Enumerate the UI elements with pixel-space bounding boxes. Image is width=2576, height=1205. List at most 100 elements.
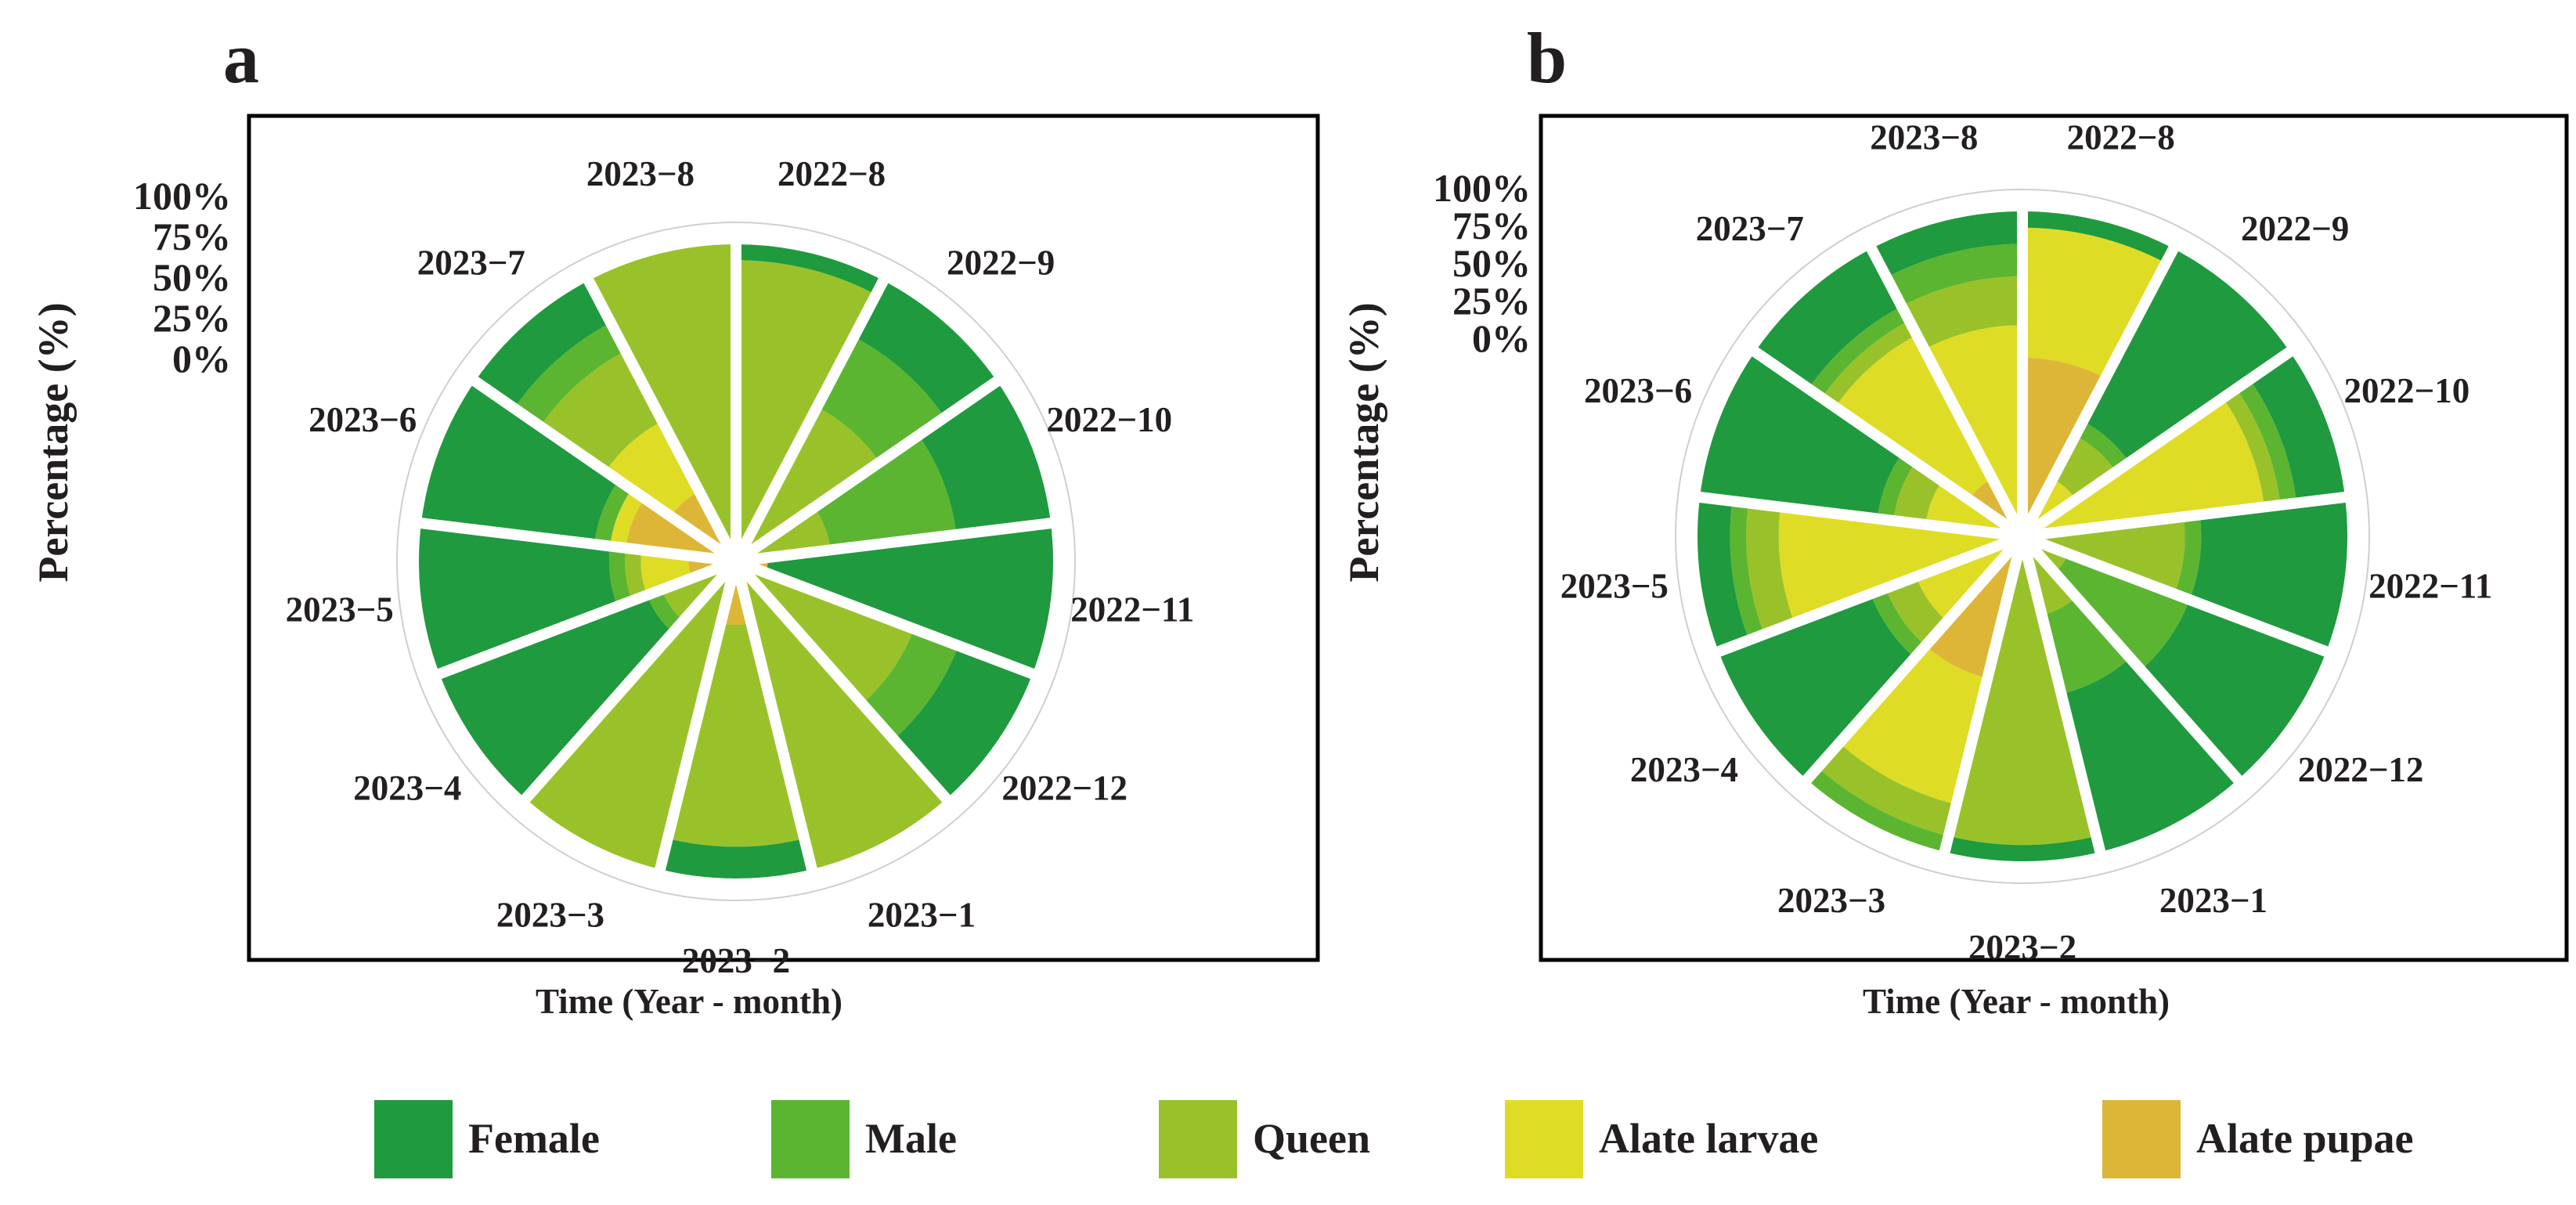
category-label: 2022−11 <box>1070 590 1194 629</box>
wedge-segment <box>667 622 805 847</box>
wedge-segment <box>640 550 692 596</box>
wedge-segment <box>765 523 1053 674</box>
wedge-segment <box>1746 503 1795 635</box>
category-label: 2023−8 <box>1870 117 1978 157</box>
wedge-segment <box>1944 835 2101 861</box>
r-tick-label: 75% <box>1452 204 1531 247</box>
wedge-segment <box>736 244 884 295</box>
wedge-segment <box>1718 593 1915 780</box>
category-label: 2022−12 <box>1001 769 1127 808</box>
wedge-segment <box>2083 248 2290 463</box>
wedge-segment <box>1885 576 1947 646</box>
category-label: 2023−6 <box>1584 371 1692 410</box>
polar-grid-circle <box>1675 189 2370 884</box>
category-label: 2023−2 <box>682 941 790 980</box>
category-label: 2023−4 <box>353 769 461 808</box>
wedge-segment <box>610 489 645 548</box>
wedge-separator <box>1799 532 2027 787</box>
wedge-segment <box>1808 306 1910 399</box>
wedge-separator <box>2017 241 2181 539</box>
wedge-segment <box>1755 248 1902 389</box>
wedge-segment <box>1821 320 1917 407</box>
wedge-segment <box>1700 352 1903 519</box>
wedge-separator <box>433 556 738 681</box>
wedge-separator <box>518 557 741 806</box>
category-label: 2022−12 <box>2298 750 2424 789</box>
wedge-segment <box>2037 516 2185 594</box>
wedge-segment <box>2061 658 2239 852</box>
wedge-separator <box>734 556 1039 681</box>
wedge-segment <box>1839 645 1988 805</box>
category-label: 2023−2 <box>1968 928 2076 967</box>
legend-label: Male <box>865 1115 957 1162</box>
wedge-segment <box>474 280 612 409</box>
wedge-separator <box>467 373 739 566</box>
legend-swatch <box>771 1100 850 1178</box>
wedge-separator <box>735 517 1056 567</box>
legend-label: Alate larvae <box>1599 1115 1818 1162</box>
category-label: 2023−1 <box>868 896 976 935</box>
category-label: 2022−10 <box>2344 371 2470 410</box>
r-tick-label: 100% <box>133 174 231 218</box>
legend-swatch <box>1159 1100 1237 1178</box>
wedge-separator <box>731 557 954 806</box>
wedge-segment <box>514 323 626 427</box>
wedge-segment <box>2022 227 2167 378</box>
category-label: 2023−4 <box>1630 750 1738 789</box>
category-label: 2022−9 <box>947 243 1055 282</box>
wedge-separator <box>653 560 741 875</box>
category-label: 2023−5 <box>286 590 394 629</box>
wedge-segment <box>2249 352 2345 503</box>
wedge-separator <box>2017 535 2107 858</box>
wedge-segment <box>736 406 880 561</box>
wedge-segment <box>736 561 915 704</box>
legend-swatch <box>1505 1100 1583 1178</box>
category-label: 2023−8 <box>586 154 695 193</box>
x-axis-label-b: Time (Year - month) <box>1863 982 2170 1021</box>
wedge-segment <box>418 523 618 674</box>
wedge-separator <box>1748 345 2026 541</box>
category-label: 2023−1 <box>2159 881 2268 920</box>
category-label: 2023−7 <box>1696 209 1804 248</box>
r-tick-label: 100% <box>1433 166 1531 210</box>
r-tick-label: 50% <box>153 255 231 299</box>
wedge-separator <box>1694 491 2023 542</box>
r-ticks-a: 100%75%50%25%0% <box>133 174 231 381</box>
legend-label: Queen <box>1253 1115 1370 1162</box>
r-tick-label: 50% <box>1452 241 1531 285</box>
wedge-segment <box>1924 325 2022 522</box>
wedge-segment <box>594 480 632 547</box>
y-axis-label-b: Percentage (%) <box>1340 302 1387 582</box>
panel-b: b Percentage (%) 100%75%50%25%0% 2022−82… <box>1340 18 2569 1021</box>
polar-chart-a: 2022−8 2022−9 2022−10 2022−11 2022−12 2023−1 2… <box>286 154 1195 980</box>
wedge-segment <box>625 547 648 601</box>
wedge-separator <box>1864 241 2028 539</box>
panel-label-b: b <box>1527 18 1567 98</box>
wedge-segment <box>2223 388 2281 507</box>
wedge-segment <box>736 561 947 870</box>
wedge-segment <box>2141 599 2327 780</box>
wedge-segment <box>420 381 619 545</box>
category-label: 2022−8 <box>2067 117 2175 157</box>
wedge-segment <box>1916 542 2012 622</box>
polar-grid-circle <box>396 222 1076 901</box>
polar-chart-b: 2022−8 2022−9 2022−10 2022−11 2022−12 2023−1 2… <box>1560 117 2493 967</box>
wedge-segment <box>1817 743 1957 836</box>
wedge-segment <box>1835 334 1993 500</box>
wedge-segment <box>2022 398 2264 536</box>
x-axis-label-a: Time (Year - month) <box>536 982 842 1021</box>
wedge-separator <box>731 560 819 875</box>
wedge-segment <box>525 573 733 870</box>
wedge-segment <box>605 420 699 517</box>
wedge-segment <box>660 838 812 878</box>
wedge-segment <box>2022 211 2174 263</box>
wedge-segment <box>862 629 959 740</box>
wedge-segment <box>2236 379 2297 505</box>
wedge-segment <box>1806 767 1949 852</box>
wedge-segment <box>1886 244 2022 307</box>
wedge-segment <box>2075 421 2130 472</box>
wedge-segment <box>853 280 998 417</box>
wedge-segment <box>1948 552 2097 846</box>
wedge-separator <box>416 517 737 567</box>
